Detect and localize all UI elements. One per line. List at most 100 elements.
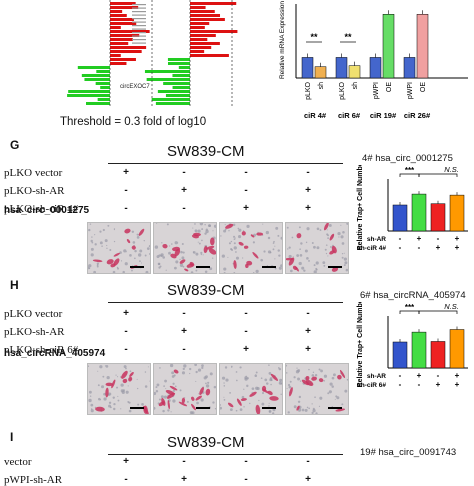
heatmap-bar [190, 46, 212, 49]
heatmap-bar [178, 66, 190, 69]
panel-h-row-sign: + [123, 308, 129, 319]
heatmap-bar [110, 26, 121, 29]
cell-speck [207, 224, 211, 227]
cell-speck [99, 399, 102, 401]
heatmap-bar [100, 86, 110, 89]
cell-speck [326, 233, 329, 236]
panel-g-row-sign: + [181, 185, 187, 196]
cell-speck [274, 258, 276, 260]
heatmap-svg: circEXOC7 [67, 0, 238, 108]
panel-h-scale-bar [196, 407, 210, 409]
panel-h-row-label: pLKO-sh-ciR 6# [4, 344, 79, 356]
cell-speck [304, 408, 308, 412]
cell-speck [205, 228, 208, 231]
cell-speck [149, 253, 150, 255]
cell-speck [158, 398, 161, 401]
panel-g-chart: Relative Trap+ Cell Number *** N.S. sh-AR - +… [350, 159, 474, 270]
cell-speck [269, 251, 272, 254]
cell-speck [280, 236, 282, 240]
panel-h-scale-bar [328, 407, 342, 409]
cell-speck [312, 371, 315, 374]
trap-stained-cell [243, 245, 249, 249]
trap-stained-cell [189, 261, 194, 266]
cell-speck [169, 245, 171, 247]
panel-h-row-sign: + [305, 326, 311, 337]
cell-speck [212, 257, 214, 259]
cell-speck [194, 229, 198, 233]
cell-speck [136, 378, 138, 380]
trap-stained-cell [106, 259, 114, 265]
panel-h-row-sign: - [124, 326, 128, 337]
cell-speck [88, 228, 91, 232]
heatmap-bar [110, 62, 127, 65]
cell-speck [88, 390, 92, 394]
cell-speck [297, 400, 301, 403]
cell-speck [93, 270, 97, 273]
cell-speck [117, 399, 120, 402]
cell-speck [341, 242, 345, 245]
panel-i-title-rule [108, 454, 343, 455]
gene-label-mark [132, 21, 146, 23]
cell-speck [181, 371, 186, 375]
top-chart-ylabel: Relative mRNA Expression [279, 1, 286, 79]
cell-speck [212, 230, 214, 232]
heatmap-bar [110, 54, 121, 57]
panel-g-chart-sign: - [399, 243, 402, 252]
panel-h-chart-sig-right: N.S. [444, 302, 459, 311]
cell-speck [286, 387, 288, 390]
trap-stained-cell [240, 398, 247, 401]
panel-g-row-label: pLKO-sh-AR [4, 185, 65, 197]
cell-speck [290, 269, 293, 273]
cell-speck [159, 265, 162, 268]
panel-g-micrograph [285, 222, 349, 274]
cell-speck [263, 250, 266, 253]
cell-speck [167, 409, 170, 412]
top-chart-bar [301, 57, 314, 79]
panel-g-chart-bar [392, 204, 408, 232]
top-chart-sig-label: ** [344, 32, 352, 42]
trap-stained-cell [301, 379, 310, 386]
trap-stained-cell [249, 391, 257, 397]
cell-speck [279, 378, 282, 382]
trap-stained-cell [296, 233, 302, 239]
trap-stained-cell [208, 248, 216, 255]
cell-speck [329, 382, 333, 386]
trap-stained-cell [339, 369, 346, 379]
trap-stained-cell [233, 260, 237, 269]
cell-speck [280, 264, 282, 268]
cell-speck [315, 412, 318, 414]
cell-speck [278, 367, 282, 371]
top-chart-bar [382, 14, 395, 79]
cell-speck [303, 269, 306, 272]
panel-g-circ-name: hsa_circ_0001275 [4, 205, 90, 216]
heatmap-bar [97, 98, 110, 101]
trap-stained-cell [122, 378, 128, 384]
cell-speck [144, 254, 147, 257]
panel-g-chart-sign: + [417, 234, 422, 243]
cell-speck [220, 235, 222, 237]
cell-speck [246, 384, 249, 388]
cell-speck [122, 270, 125, 273]
cell-speck [106, 244, 108, 247]
cell-speck [115, 374, 117, 376]
heatmap-bar [190, 14, 221, 17]
panel-h-row-sign: + [181, 326, 187, 337]
panel-h-row-label: pLKO vector [4, 308, 63, 320]
panel-g-chart-sig-bracket [418, 173, 458, 177]
cell-speck [197, 229, 201, 233]
panel-h-micrograph [285, 363, 349, 415]
cell-speck [103, 397, 107, 401]
panel-h-chart-sign: - [437, 371, 440, 380]
top-chart-group-label: ciR 6# [338, 111, 361, 120]
panel-h-chart-sign-row-label: sh-ciR 6# [357, 382, 386, 389]
cell-speck [112, 270, 116, 273]
cell-speck [345, 268, 348, 272]
panel-i-letter: I [10, 430, 14, 444]
cell-speck [205, 229, 209, 234]
cell-speck [163, 385, 165, 387]
cell-speck [341, 403, 344, 406]
cell-speck [314, 396, 316, 398]
trap-stained-cell [161, 397, 166, 406]
cell-speck [312, 407, 315, 410]
top-chart-group-label: ciR 26# [404, 111, 431, 120]
